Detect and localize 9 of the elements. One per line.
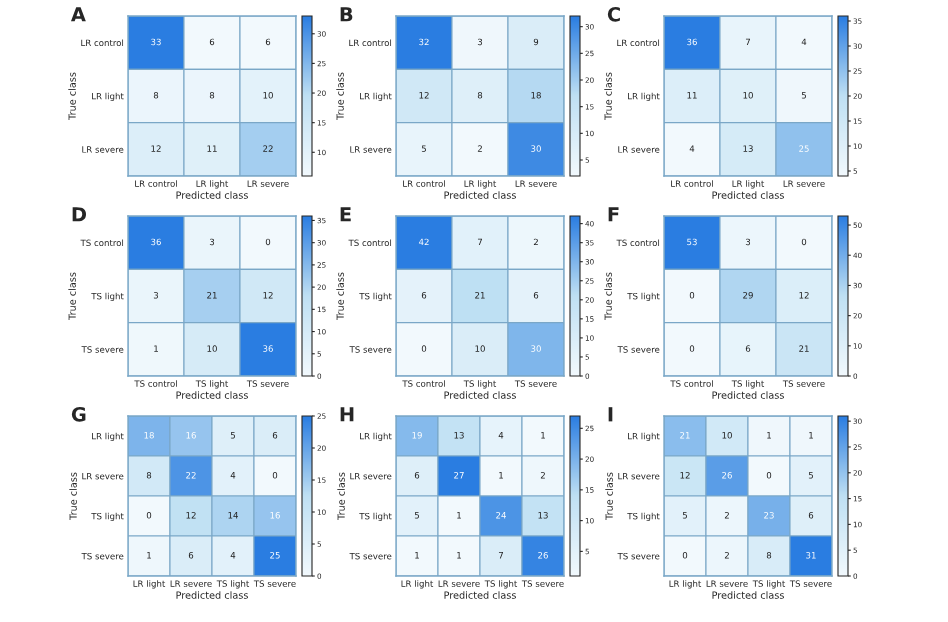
chart-title: A bbox=[70, 7, 86, 22]
chart-title: E bbox=[340, 207, 351, 222]
chart-title: H bbox=[340, 407, 354, 422]
chart-title: B bbox=[340, 7, 353, 22]
chart-title: F bbox=[608, 207, 619, 222]
chart-title: I bbox=[608, 407, 613, 422]
chart-title: D bbox=[72, 207, 86, 222]
chart-title: G bbox=[71, 406, 86, 422]
chart-title: C bbox=[607, 6, 620, 22]
